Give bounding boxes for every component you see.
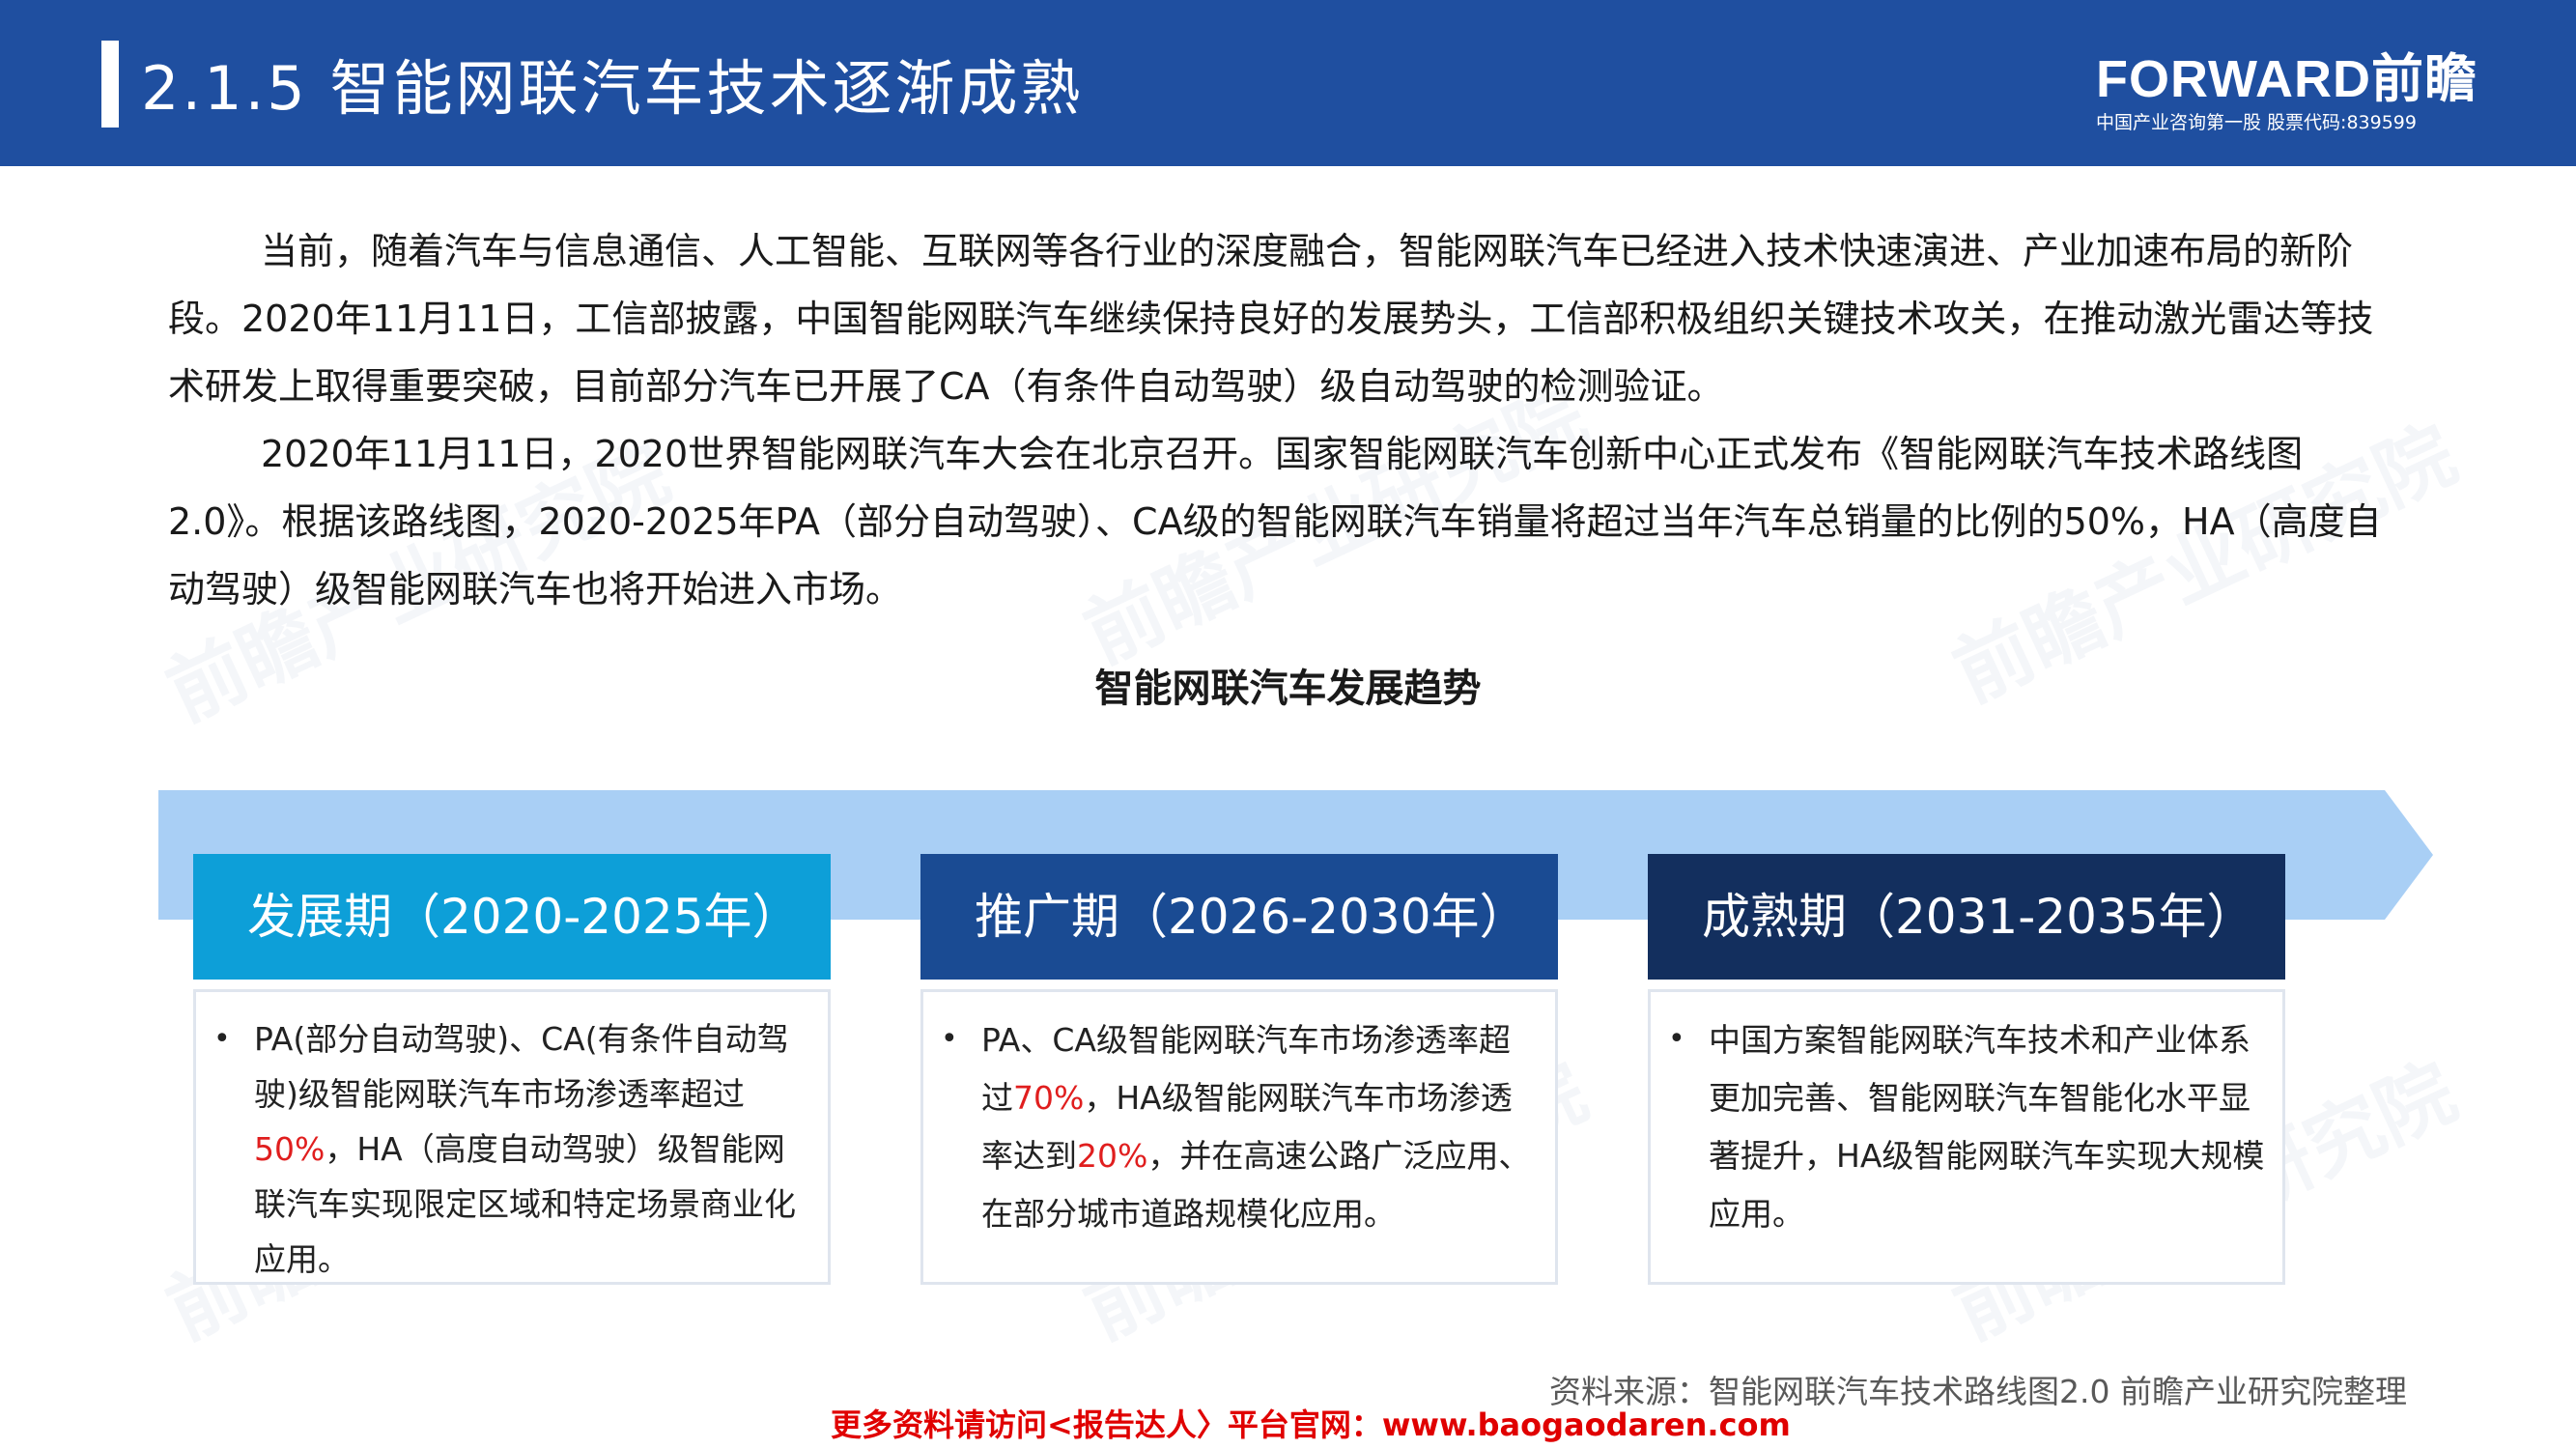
- phase-header-development: 发展期（2020-2025年）: [193, 854, 831, 980]
- logo-subtitle: 中国产业咨询第一股 股票代码:839599: [2096, 112, 2417, 133]
- bullet-icon: •: [1668, 1022, 1685, 1056]
- phase-description: PA(部分自动驾驶)、CA(有条件自动驾驶)级智能网联汽车市场渗透率超过50%，…: [254, 1020, 796, 1278]
- phase-header-promotion: 推广期（2026-2030年）: [920, 854, 1558, 980]
- phase-description: 中国方案智能网联汽车技术和产业体系更加完善、智能网联汽车智能化水平显著提升，HA…: [1709, 1021, 2265, 1233]
- header-accent-bar: [101, 41, 119, 128]
- highlight-value: 70%: [1013, 1079, 1085, 1117]
- bullet-icon: •: [941, 1022, 958, 1056]
- body-paragraph-2-text: 2020年11月11日，2020世界智能网联汽车大会在北京召开。国家智能网联汽车…: [168, 433, 2382, 611]
- page-title: 2.1.5 智能网联汽车技术逐渐成熟: [141, 53, 1084, 124]
- chart-title: 智能网联汽车发展趋势: [1094, 667, 1482, 711]
- logo-text: FORWARD前瞻: [2096, 50, 2477, 108]
- phase-box-maturity: • 中国方案智能网联汽车技术和产业体系更加完善、智能网联汽车智能化水平显著提升，…: [1648, 989, 2285, 1285]
- phase-title: 发展期（2020-2025年）: [247, 889, 801, 945]
- phase-title: 成熟期（2031-2035年）: [1702, 889, 2255, 945]
- body-paragraph-1-text: 当前，随着汽车与信息通信、人工智能、互联网等各行业的深度融合，智能网联汽车已经进…: [168, 230, 2374, 408]
- phase-title: 推广期（2026-2030年）: [975, 889, 1528, 945]
- website-link-text[interactable]: 更多资料请访问<报告达人〉平台官网：www.baogaodaren.com: [831, 1406, 1791, 1443]
- highlight-value: 20%: [1077, 1137, 1148, 1175]
- forward-logo: FORWARD前瞻 中国产业咨询第一股 股票代码:839599: [2096, 50, 2482, 137]
- phase-box-promotion: • PA、CA级智能网联汽车市场渗透率超过70%，HA级智能网联汽车市场渗透率达…: [920, 989, 1558, 1285]
- source-note: 资料来源：智能网联汽车技术路线图2.0 前瞻产业研究院整理: [1549, 1373, 2407, 1410]
- body-paragraph-1: 当前，随着汽车与信息通信、人工智能、互联网等各行业的深度融合，智能网联汽车已经进…: [168, 217, 2409, 420]
- body-paragraph-2: 2020年11月11日，2020世界智能网联汽车大会在北京召开。国家智能网联汽车…: [168, 420, 2409, 623]
- phase-description: PA、CA级智能网联汽车市场渗透率超过70%，HA级智能网联汽车市场渗透率达到2…: [981, 1021, 1531, 1233]
- highlight-value: 50%: [254, 1130, 326, 1168]
- page-header: 2.1.5 智能网联汽车技术逐渐成熟 FORWARD前瞻 中国产业咨询第一股 股…: [0, 0, 2576, 166]
- phase-box-development: • PA(部分自动驾驶)、CA(有条件自动驾驶)级智能网联汽车市场渗透率超过50…: [193, 989, 831, 1285]
- phase-header-maturity: 成熟期（2031-2035年）: [1648, 854, 2285, 980]
- bullet-icon: •: [213, 1022, 231, 1056]
